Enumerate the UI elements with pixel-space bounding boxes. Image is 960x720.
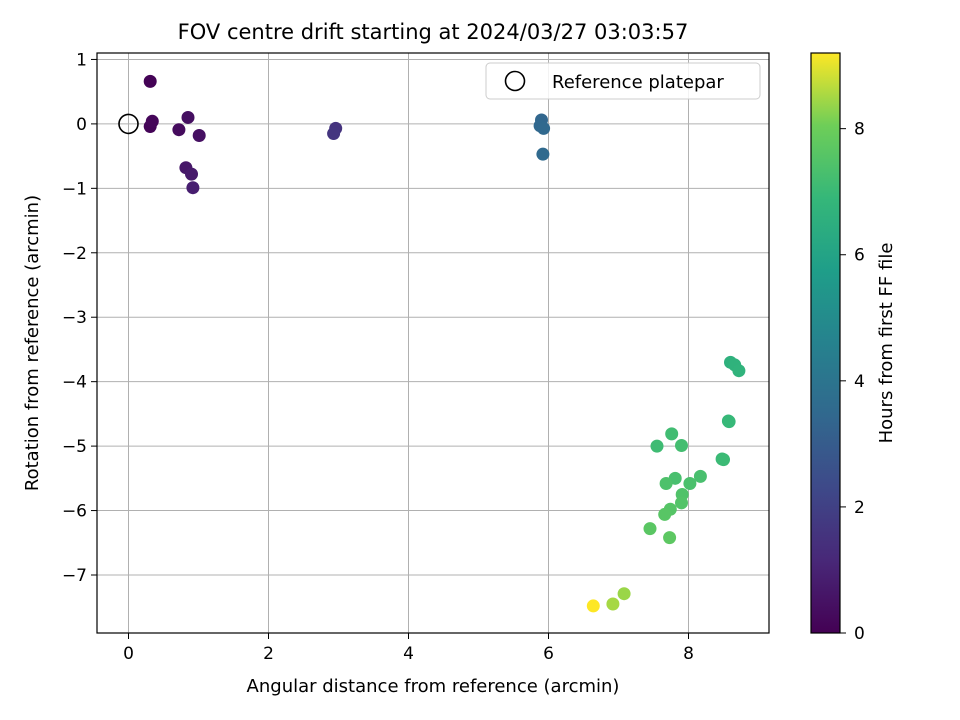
data-point [722,415,736,429]
chart-title: FOV centre drift starting at 2024/03/27 … [178,20,689,44]
data-point [536,147,550,161]
data-point [145,114,159,128]
y-tick-label: −6 [62,502,87,522]
x-tick-label: 0 [123,644,134,664]
data-point [192,128,206,142]
y-tick-label: −4 [62,373,87,393]
plot-frame [96,52,770,634]
data-point [185,167,198,181]
data-point [172,123,186,137]
y-tick-label: −7 [62,566,87,586]
data-point [665,427,679,441]
colorbar-tick-label: 8 [854,120,865,140]
x-tick-label: 4 [403,644,414,664]
data-point [181,110,195,124]
reference-platepar-marker [118,113,139,135]
y-tick-label: −1 [62,179,87,199]
colorbar-tick-label: 2 [854,498,865,518]
data-point [732,364,746,378]
y-ticks: 1 0 −1 −2 −3 −4 −5 −6 −7 [62,50,97,586]
legend-box [485,62,761,100]
data-points [143,74,746,613]
colorbar-gradient [810,52,841,634]
legend: Reference platepar [485,62,761,100]
x-tick-label: 8 [683,644,694,664]
data-point [586,599,600,613]
data-point [327,127,341,141]
y-tick-label: −5 [62,437,87,457]
grid-lines [97,53,769,633]
data-point [658,507,672,521]
y-tick-label: −3 [62,308,87,328]
y-tick-label: −2 [62,244,87,264]
colorbar-tick-label: 0 [854,624,865,644]
data-point [650,439,664,453]
data-point [663,531,677,545]
x-tick-label: 6 [543,644,554,664]
colorbar-label: Hours from first FF file [876,243,897,444]
legend-marker [504,70,526,92]
x-ticks: 0 2 4 6 8 [123,633,694,664]
legend-entry-reference: Reference platepar [552,72,724,93]
data-point [683,476,697,490]
data-point [675,496,688,510]
data-point [643,522,657,536]
y-axis-label: Rotation from reference (arcmin) [22,195,43,491]
y-tick-label: 0 [76,115,87,135]
data-point [617,587,631,601]
colorbar-tick-label: 4 [854,372,865,392]
y-tick-label: 1 [76,50,87,70]
data-point [693,469,707,483]
data-point [606,597,620,611]
data-point [186,181,200,195]
data-point [143,74,157,88]
data-point [659,476,673,490]
colorbar-ticks: 0 2 4 6 8 [840,120,865,644]
data-point [675,438,688,452]
data-point [537,121,551,135]
x-tick-label: 2 [263,644,274,664]
colorbar-tick-label: 6 [854,246,865,266]
colorbar: 0 2 4 6 8 Hours from first FF file [810,52,897,644]
data-point [717,453,730,467]
x-axis-label: Angular distance from reference (arcmin) [247,676,620,697]
